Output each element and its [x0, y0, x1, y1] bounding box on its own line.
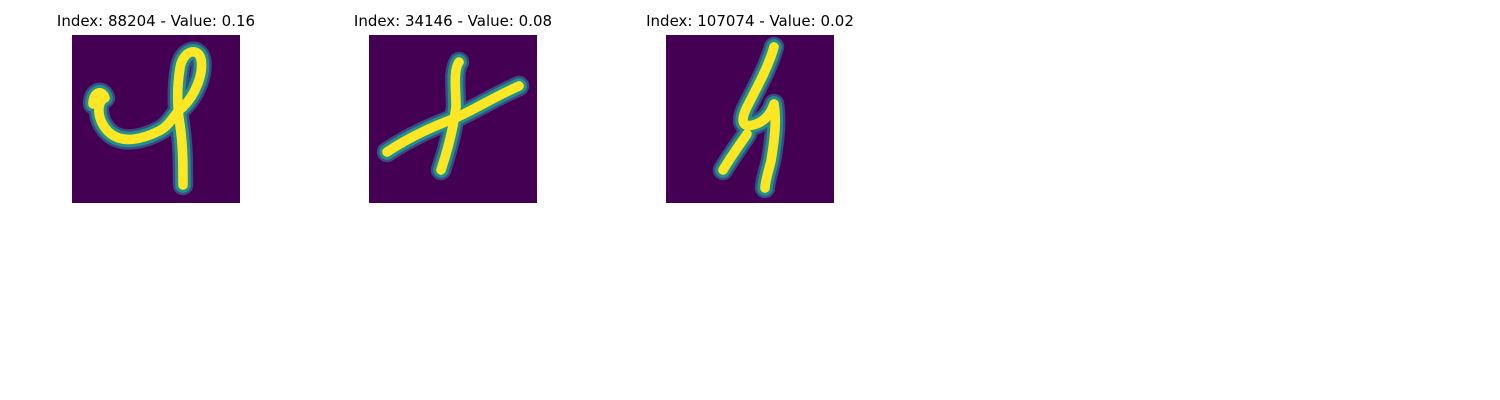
digit-stroke — [718, 129, 752, 175]
image-panel-2: Index: 34146 - Value: 0.08 — [333, 10, 573, 210]
digit-image-1 — [72, 35, 240, 203]
image-panel-3: Index: 107074 - Value: 0.02 — [630, 10, 870, 210]
digit-stroke — [738, 42, 781, 193]
digit-image-3 — [666, 35, 834, 203]
digit-image-2 — [369, 35, 537, 203]
digit-stroke — [88, 47, 207, 190]
panel-title-3: Index: 107074 - Value: 0.02 — [646, 12, 854, 30]
panel-title-2: Index: 34146 - Value: 0.08 — [353, 12, 553, 30]
digit-stroke — [436, 57, 464, 175]
panel-title-1: Index: 88204 - Value: 0.16 — [56, 12, 256, 30]
image-panel-1: Index: 88204 - Value: 0.16 — [36, 10, 276, 210]
